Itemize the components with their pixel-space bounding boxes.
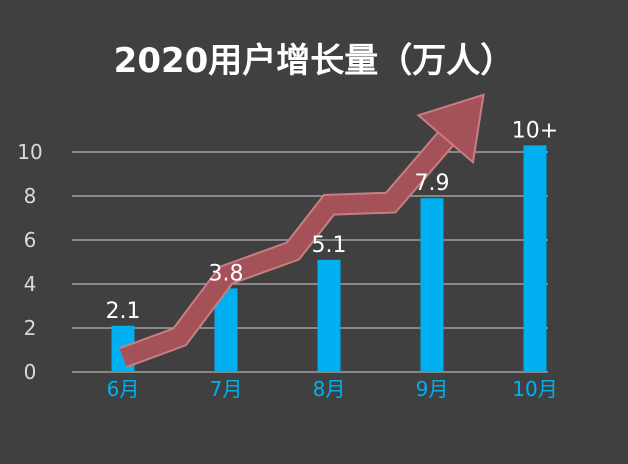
x-axis-categories: 6月 7月 8月 9月 10月 — [107, 377, 558, 401]
chart-title: 2020用户增长量（万人） — [114, 41, 515, 81]
x-category-label: 8月 — [313, 377, 346, 401]
bar — [523, 145, 547, 372]
data-labels: 2.1 3.8 5.1 7.9 10+ — [106, 118, 559, 323]
data-label: 2.1 — [106, 299, 141, 324]
y-tick-label: 0 — [24, 360, 37, 384]
x-category-label: 6月 — [107, 377, 140, 401]
trend-arrow-head — [416, 93, 485, 165]
x-category-label: 9月 — [416, 377, 449, 401]
data-label: 5.1 — [312, 233, 347, 258]
bars — [111, 145, 547, 372]
data-label: 10+ — [512, 118, 558, 143]
y-tick-label: 4 — [24, 272, 37, 296]
bar — [214, 288, 238, 372]
bar — [317, 259, 341, 372]
y-tick-label: 6 — [24, 228, 37, 252]
y-tick-label: 8 — [24, 184, 37, 208]
data-label: 7.9 — [415, 171, 450, 196]
y-tick-label: 10 — [17, 140, 42, 164]
trend-arrow-shaft — [119, 132, 453, 367]
x-category-label: 10月 — [512, 377, 557, 401]
y-tick-label: 2 — [24, 316, 37, 340]
data-label: 3.8 — [209, 261, 244, 286]
x-category-label: 7月 — [210, 377, 243, 401]
gridlines — [72, 151, 548, 373]
trend-arrow — [119, 93, 485, 369]
bar — [420, 198, 444, 372]
y-axis-ticks: 0 2 4 6 8 10 — [17, 140, 42, 384]
